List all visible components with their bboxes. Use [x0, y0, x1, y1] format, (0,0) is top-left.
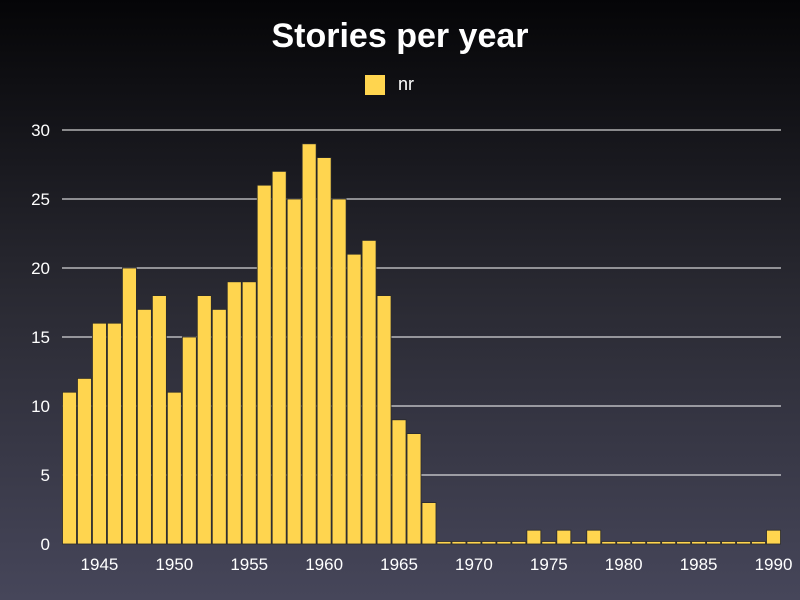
bar-1955: [241, 281, 257, 545]
bar-1978: [586, 529, 602, 545]
bar-1990: [766, 529, 781, 545]
bar-1986: [706, 541, 721, 545]
y-tick-label: 30: [31, 121, 50, 140]
x-tick-label: 1960: [305, 555, 343, 574]
bar-1945: [92, 322, 107, 545]
bar-1981: [631, 541, 647, 545]
bar-1965: [391, 419, 407, 545]
bar-1946: [107, 322, 122, 545]
bar-1956: [256, 184, 272, 545]
bar-1983: [661, 541, 677, 545]
bar-1961: [331, 198, 347, 545]
bar-1943: [62, 391, 77, 545]
bar-1976: [556, 529, 572, 545]
bar-1953: [211, 308, 227, 545]
y-tick-label: 5: [41, 466, 50, 485]
bar-1957: [271, 170, 287, 545]
bar-1949: [151, 295, 167, 545]
bar-1975: [541, 541, 557, 545]
bar-1954: [226, 281, 242, 545]
x-tick-label: 1970: [455, 555, 493, 574]
bar-1972: [496, 541, 512, 545]
bar-1951: [181, 336, 197, 545]
bar-1950: [166, 391, 182, 545]
y-tick-label: 10: [31, 397, 50, 416]
x-tick-label: 1975: [530, 555, 568, 574]
bar-1969: [451, 541, 467, 545]
bar-1989: [751, 541, 766, 545]
chart-title: Stories per year: [271, 17, 528, 55]
bar-1959: [301, 143, 317, 545]
bar-1979: [601, 541, 617, 545]
x-tick-label: 1965: [380, 555, 418, 574]
bar-1952: [196, 295, 212, 545]
x-tick-label: 1945: [81, 555, 119, 574]
x-tick-label: 1985: [680, 555, 718, 574]
y-tick-label: 15: [31, 328, 50, 347]
bar-1971: [481, 541, 497, 545]
bar-1964: [376, 295, 392, 545]
bar-1963: [361, 239, 377, 545]
x-tick-label: 1980: [605, 555, 643, 574]
bar-1985: [691, 541, 707, 545]
bar-1987: [721, 541, 736, 545]
bar-1944: [77, 377, 92, 545]
bar-1966: [406, 433, 422, 545]
x-tick-label: 1955: [230, 555, 268, 574]
y-axis-ticks: 0 5 10 15 20 25 30: [31, 121, 50, 554]
bar-1970: [466, 541, 482, 545]
y-tick-label: 25: [31, 190, 50, 209]
bar-1962: [346, 253, 362, 545]
x-tick-label: 1950: [155, 555, 193, 574]
bar-1960: [316, 157, 332, 545]
bar-1988: [736, 541, 751, 545]
legend-label: nr: [398, 74, 414, 94]
y-tick-label: 20: [31, 259, 50, 278]
bar-1968: [436, 541, 452, 545]
y-tick-label: 0: [41, 535, 50, 554]
bar-1958: [286, 198, 302, 545]
x-axis-ticks: 1945 1950 1955 1960 1965 1970 1975 1980 1985 1990: [81, 555, 793, 574]
bar-1967: [421, 502, 437, 545]
bar-1980: [616, 541, 632, 545]
bars: [62, 143, 781, 545]
bar-1973: [511, 541, 527, 545]
legend-swatch: [365, 75, 385, 95]
bar-1974: [526, 529, 542, 545]
bar-1977: [571, 541, 587, 545]
bar-1982: [646, 541, 662, 545]
bar-1984: [676, 541, 692, 545]
legend: nr: [365, 74, 414, 95]
bar-1947: [122, 267, 137, 545]
bar-1948: [136, 308, 152, 545]
grid-lines: [62, 129, 781, 476]
x-tick-label: 1990: [755, 555, 793, 574]
